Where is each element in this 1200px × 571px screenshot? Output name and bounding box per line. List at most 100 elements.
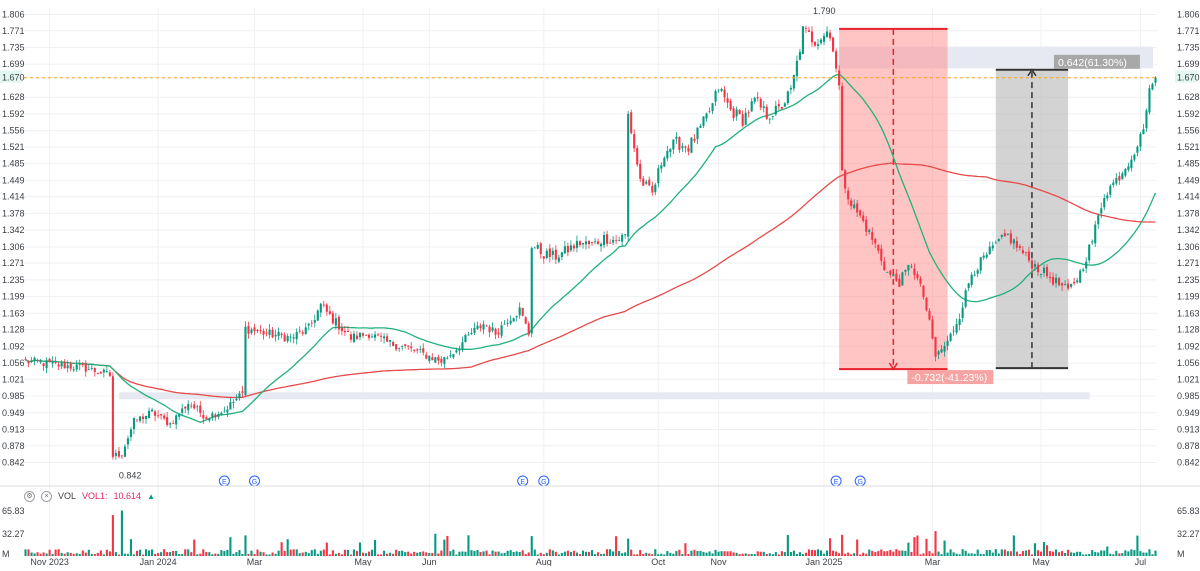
candle-body [669, 148, 672, 153]
candle-body [964, 290, 967, 307]
volume-bar [72, 553, 75, 556]
candle-body [244, 326, 247, 396]
candle-body [636, 148, 639, 165]
candle-body [991, 245, 994, 249]
candle-body [226, 409, 229, 413]
volume-bar [1121, 553, 1124, 556]
candle-body [163, 415, 166, 419]
volume-bar [33, 553, 36, 556]
candle-body [515, 316, 518, 318]
y-tick-right-20: 1.092 [1177, 341, 1200, 351]
volume-bar [301, 552, 304, 556]
candle-body [500, 325, 503, 336]
candle-body [865, 219, 868, 232]
volume-bar [639, 549, 642, 556]
candle-body [364, 334, 368, 336]
volume-bar [111, 515, 114, 556]
candle-body [271, 329, 274, 338]
y-tick-right-4: 1.670 [1177, 73, 1200, 83]
candle-body [753, 97, 756, 102]
candle-body [1048, 276, 1052, 279]
candle-body [747, 112, 750, 114]
y-tick-left-14: 1.306 [2, 242, 25, 252]
candle-body [166, 417, 169, 425]
volume-bar [1079, 551, 1082, 556]
volume-bar [1136, 535, 1139, 556]
candle-body [108, 372, 111, 376]
current-price-tag-left [0, 70, 22, 83]
volume-bar [636, 554, 639, 556]
candle-body [934, 337, 937, 357]
volume-bar [367, 551, 371, 556]
candle-body [795, 60, 798, 77]
volume-bar [844, 553, 847, 556]
volume-bar [581, 550, 585, 556]
candle-body [578, 241, 582, 246]
candle-body [422, 348, 425, 353]
candle-body [693, 138, 696, 141]
candle-body [919, 278, 922, 284]
candle-body [232, 402, 235, 403]
candle-body [265, 332, 268, 334]
volume-bar [304, 551, 307, 556]
candle-body [283, 334, 286, 342]
volume-bar [527, 552, 530, 556]
volume-bar [283, 550, 286, 556]
candle-body [717, 89, 720, 91]
close-icon[interactable]: × [41, 490, 52, 502]
candle-body [615, 240, 618, 242]
volume-bar [729, 551, 732, 556]
volume-bar [509, 550, 512, 556]
volume-bar [214, 553, 217, 556]
volume-bar [373, 539, 377, 556]
candle-body [1154, 77, 1157, 83]
candle-body [1073, 281, 1076, 284]
y-tick-left-17: 1.199 [2, 292, 25, 302]
candle-body [1085, 261, 1088, 269]
volume-bar [69, 552, 72, 556]
candle-body [135, 419, 139, 421]
volume-bar [819, 550, 823, 556]
candle-body [117, 451, 120, 457]
candle-body [581, 242, 585, 245]
candle-body [539, 243, 542, 254]
y-tick-left-1: 1.771 [2, 26, 25, 36]
candle-body [931, 319, 934, 339]
volume-bar [991, 552, 994, 556]
candle-body [1130, 159, 1133, 169]
x-tick-5: Aug [536, 557, 552, 566]
volume-bar [135, 550, 139, 556]
candle-body [277, 331, 280, 336]
candle-body [1106, 195, 1109, 199]
volume-bar [1106, 546, 1109, 556]
volume-bar [464, 551, 467, 556]
volume-bar [624, 552, 627, 556]
volume-bar [1024, 550, 1027, 556]
volume-bar [42, 552, 45, 556]
volume-bar [419, 551, 422, 556]
volume-bars [24, 510, 1157, 556]
volume-bar [364, 553, 368, 556]
x-tick-7: Nov [711, 557, 728, 566]
volume-bar [512, 552, 515, 556]
volume-bar [443, 539, 446, 556]
volume-bar [1154, 550, 1157, 556]
settings-icon[interactable]: ⚙ [24, 490, 35, 502]
volume-bar [569, 552, 572, 556]
volume-bar [343, 549, 346, 556]
volume-bar [795, 554, 798, 556]
candle-body [985, 254, 988, 258]
candle-body [639, 163, 642, 179]
candle-body [250, 329, 253, 334]
candle-body [599, 243, 603, 247]
volume-bar [138, 549, 142, 556]
candle-body [129, 429, 133, 437]
volume-bar [132, 554, 136, 556]
volume-bar [690, 550, 693, 556]
volume-bar [593, 554, 597, 556]
volume-bar [190, 552, 193, 556]
volume-bar [1100, 550, 1103, 556]
candle-body [361, 333, 365, 336]
volume-bar [220, 550, 223, 556]
